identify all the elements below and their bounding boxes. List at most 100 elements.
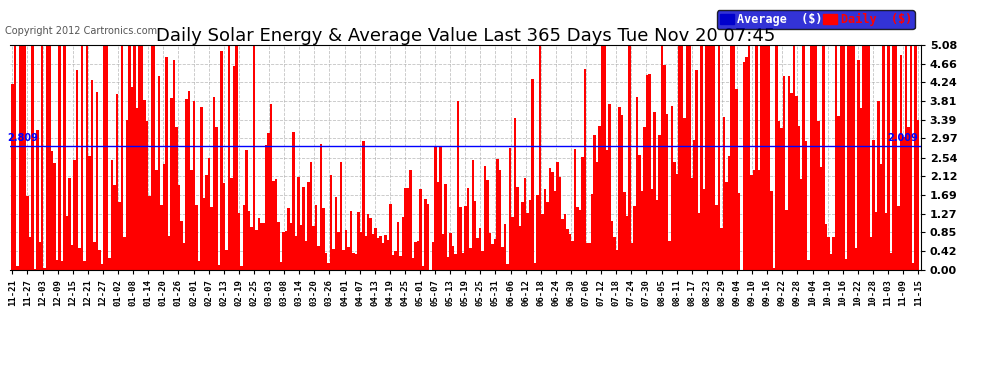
Bar (813, 45, 815, 270)
Bar (310, 162, 312, 270)
Bar (551, 172, 553, 270)
Bar (246, 150, 248, 270)
Bar (534, 263, 537, 270)
Bar (844, 259, 847, 270)
Bar (392, 255, 394, 270)
Bar (736, 89, 738, 270)
Bar (479, 228, 481, 270)
Bar (823, 45, 825, 270)
Title: Daily Solar Energy & Average Value Last 365 Days Tue Nov 20 07:45: Daily Solar Energy & Average Value Last … (155, 27, 775, 45)
Bar (514, 118, 517, 270)
Bar (422, 266, 425, 270)
Bar (440, 146, 442, 270)
Bar (539, 45, 542, 270)
Bar (160, 205, 163, 270)
Bar (755, 45, 757, 270)
Bar (573, 149, 576, 270)
Bar (869, 237, 872, 270)
Bar (723, 117, 726, 270)
Bar (675, 174, 678, 270)
Bar (655, 200, 658, 270)
Bar (785, 210, 788, 270)
Bar (471, 160, 474, 270)
Bar (864, 45, 867, 270)
Bar (88, 156, 91, 270)
Bar (892, 45, 895, 270)
Bar (747, 45, 750, 270)
Bar (631, 243, 634, 270)
Bar (126, 120, 128, 270)
Bar (233, 66, 235, 270)
Bar (777, 121, 780, 270)
Bar (118, 202, 121, 270)
Bar (703, 189, 706, 270)
Bar (63, 45, 66, 270)
Bar (103, 45, 106, 270)
Bar (496, 159, 499, 270)
Bar (377, 238, 379, 270)
Bar (685, 45, 688, 270)
Bar (660, 45, 663, 270)
Bar (333, 249, 335, 270)
Bar (297, 177, 300, 270)
Bar (680, 45, 683, 270)
Bar (731, 45, 733, 270)
Bar (155, 170, 158, 270)
Bar (106, 45, 108, 270)
Bar (46, 45, 49, 270)
Bar (644, 127, 645, 270)
Bar (81, 45, 83, 270)
Bar (367, 214, 369, 270)
Bar (805, 141, 808, 270)
Bar (76, 70, 78, 270)
Bar (542, 214, 544, 270)
Bar (228, 45, 230, 270)
Bar (820, 167, 823, 270)
Bar (252, 45, 255, 270)
Bar (877, 101, 880, 270)
Bar (387, 240, 389, 270)
Bar (71, 245, 73, 270)
Bar (451, 246, 454, 270)
Bar (250, 227, 252, 270)
Bar (548, 168, 551, 270)
Bar (50, 151, 53, 270)
Bar (609, 104, 611, 270)
Bar (693, 140, 696, 270)
Bar (782, 76, 785, 270)
Bar (86, 45, 88, 270)
Bar (235, 45, 238, 270)
Bar (484, 166, 486, 270)
Bar (225, 250, 228, 270)
Bar (300, 225, 302, 270)
Bar (578, 210, 581, 270)
Bar (49, 45, 50, 270)
Bar (248, 211, 250, 270)
Bar (163, 164, 165, 270)
Bar (91, 80, 93, 270)
Bar (449, 234, 451, 270)
Bar (96, 92, 98, 270)
Bar (614, 237, 616, 270)
Bar (718, 45, 721, 270)
Bar (688, 45, 690, 270)
Bar (218, 265, 220, 270)
Bar (185, 99, 188, 270)
Bar (558, 177, 561, 270)
Bar (673, 162, 675, 270)
Bar (519, 226, 522, 270)
Bar (148, 196, 150, 270)
Bar (399, 256, 402, 270)
Bar (596, 162, 598, 270)
Bar (544, 189, 546, 270)
Bar (765, 45, 767, 270)
Bar (213, 98, 215, 270)
Bar (315, 206, 317, 270)
Bar (835, 45, 838, 270)
Bar (61, 261, 63, 270)
Bar (800, 178, 803, 270)
Bar (833, 237, 835, 270)
Bar (295, 236, 297, 270)
Bar (210, 207, 213, 270)
Bar (506, 264, 509, 270)
